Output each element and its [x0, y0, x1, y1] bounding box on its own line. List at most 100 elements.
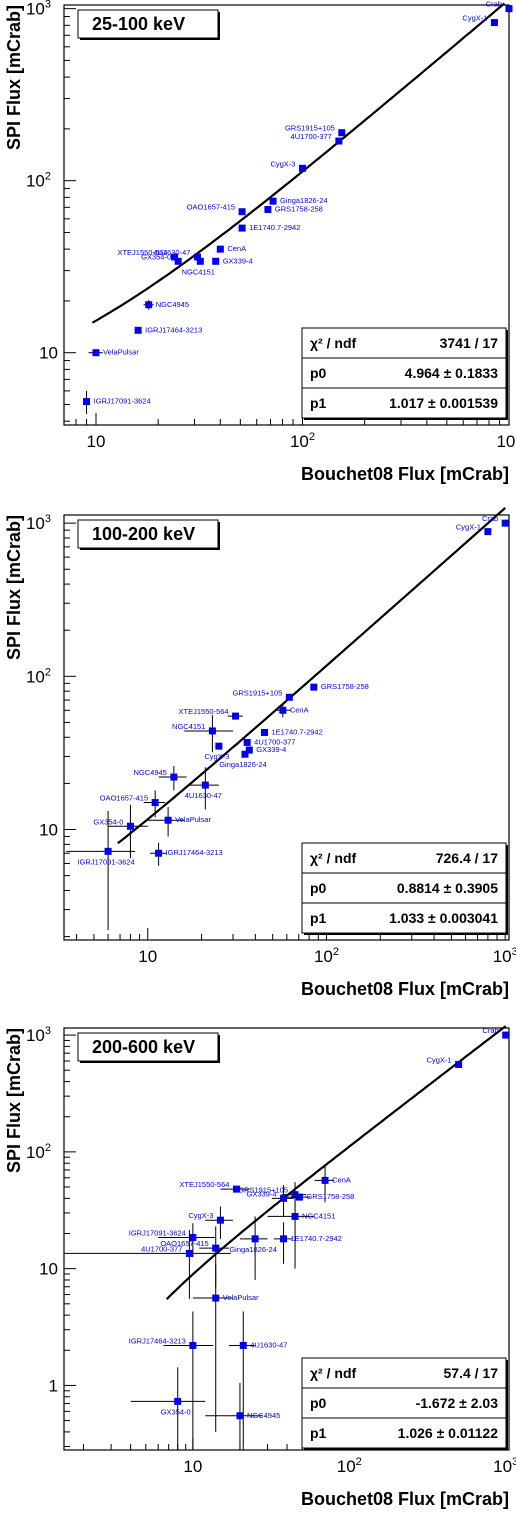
- data-label: Crab: [486, 0, 502, 9]
- data-marker: [92, 349, 100, 357]
- data-point: CenA: [274, 703, 309, 718]
- data-label: GRS1758-258: [275, 204, 323, 213]
- data-point: GX339-4: [247, 1185, 294, 1217]
- box-frame: [77, 9, 219, 39]
- data-label: CenA: [290, 705, 309, 714]
- data-marker: [321, 1176, 329, 1184]
- data-marker: [505, 5, 513, 13]
- data-marker: [126, 822, 134, 830]
- data-label: GX339-4: [256, 745, 286, 754]
- data-marker: [295, 1193, 303, 1201]
- data-point: VelaPulsar: [88, 348, 139, 357]
- data-marker: [83, 398, 91, 406]
- data-marker: [502, 1031, 510, 1039]
- energy-band-title: 200-600 keV: [92, 1037, 195, 1057]
- data-label: 4U1630-47: [250, 1340, 287, 1349]
- x-tick-label: 102: [290, 431, 315, 451]
- data-label: 1E1740.7-2942: [249, 223, 300, 232]
- data-marker: [490, 19, 498, 27]
- data-point: IGRJ17091-3624: [83, 390, 151, 415]
- data-label: NGC4151: [182, 267, 215, 276]
- stats-value: 57.4 / 17: [444, 1365, 499, 1381]
- energy-band-title: 25-100 keV: [92, 14, 185, 34]
- stats-label: χ² / ndf: [310, 335, 356, 351]
- data-marker: [455, 1060, 463, 1068]
- data-point: GX354-0: [141, 252, 182, 265]
- data-marker: [279, 706, 287, 714]
- data-label: OAO1657-415: [100, 794, 148, 803]
- data-label: NGC4151: [172, 722, 205, 731]
- data-point: CygX-1: [462, 14, 498, 27]
- data-label: Crab: [482, 1026, 498, 1035]
- stats-label: p0: [310, 1395, 327, 1411]
- data-point: Crab: [482, 514, 509, 527]
- data-point: IGRJ17464-3213: [129, 1311, 214, 1450]
- data-marker: [151, 799, 159, 807]
- data-label: GRS1758-258: [306, 1192, 354, 1201]
- data-point: 1E1740.7-2942: [273, 1222, 342, 1264]
- y-tick-label: 103: [26, 0, 51, 19]
- data-marker: [174, 257, 182, 265]
- data-marker: [335, 137, 343, 145]
- data-point: NGC4151: [182, 257, 215, 276]
- stats-label: χ² / ndf: [310, 850, 356, 866]
- data-marker: [215, 742, 223, 750]
- data-label: IGRJ17091-3624: [94, 397, 151, 406]
- y-axis-label: SPI Flux [mCrab]: [4, 1028, 24, 1173]
- data-point: GX354-0: [93, 804, 148, 859]
- stats-label: χ² / ndf: [310, 1365, 356, 1381]
- chart-panel-3: 10 102 103 1 10 102 103 Bouchet08 Flux [mCrab] S…: [4, 1025, 516, 1509]
- data-marker: [280, 1194, 288, 1202]
- data-label: CygX-1: [456, 523, 481, 532]
- data-marker: [232, 712, 240, 720]
- x-tick-label: 10: [87, 432, 106, 451]
- data-point: IGRJ17464-3213: [134, 325, 202, 334]
- x-axis-label: Bouchet08 Flux [mCrab]: [301, 979, 509, 999]
- x-tick-label: 103: [496, 431, 516, 451]
- data-marker: [171, 253, 179, 261]
- data-point: OAO1657-415: [100, 790, 166, 818]
- data-marker: [310, 683, 318, 691]
- data-marker: [164, 816, 172, 824]
- y-tick-label: 10: [39, 821, 58, 840]
- data-label: 4U1630-47: [185, 791, 222, 800]
- data-label: GX339-4: [223, 256, 253, 265]
- data-point: CenA: [314, 1165, 351, 1203]
- data-marker: [251, 1235, 259, 1243]
- x-tick-label: 103: [493, 1456, 516, 1476]
- data-marker: [212, 257, 220, 265]
- plot-frame: [63, 1027, 510, 1451]
- data-point: Crab: [486, 0, 513, 13]
- data-label: Ginga1826-24: [280, 196, 328, 205]
- data-label: GX354-0: [161, 1407, 191, 1416]
- data-point: GRS1915+105: [233, 688, 293, 701]
- data-label: GRS1915+105: [285, 124, 335, 133]
- data-label: OAO1657-415: [160, 1239, 208, 1248]
- data-marker: [145, 301, 153, 309]
- data-label: CenA: [227, 244, 246, 253]
- data-point: NGC4151: [172, 714, 234, 753]
- data-label: VelaPulsar: [223, 1293, 259, 1302]
- data-point: GRS1758-258: [310, 682, 369, 691]
- data-label: CygX-3: [270, 159, 295, 168]
- data-label: IGRJ17464-3213: [145, 325, 202, 334]
- y-tick-label: 102: [26, 1142, 51, 1162]
- data-label: 4U1700-377: [141, 1244, 182, 1253]
- data-point: 4U1630-47: [185, 767, 222, 810]
- data-marker: [174, 1397, 182, 1405]
- data-point: 4U1700-377: [291, 132, 343, 145]
- y-tick-label: 10: [39, 1260, 58, 1279]
- data-marker: [501, 519, 509, 527]
- stats-label: p0: [310, 365, 327, 381]
- data-marker: [484, 528, 492, 536]
- energy-band-title: 100-200 keV: [92, 524, 195, 544]
- data-point: CygX-1: [427, 1055, 463, 1068]
- data-point: OAO1657-415: [187, 203, 246, 216]
- y-tick-label: 102: [26, 171, 51, 191]
- data-point: IGRJ17464-3213: [150, 842, 223, 866]
- data-marker: [155, 849, 163, 857]
- energy-band-box: 100-200 keV: [77, 519, 220, 550]
- data-point: GRS1758-258: [287, 1192, 354, 1201]
- data-point: 4U1630-47: [153, 248, 201, 261]
- data-marker: [241, 750, 249, 758]
